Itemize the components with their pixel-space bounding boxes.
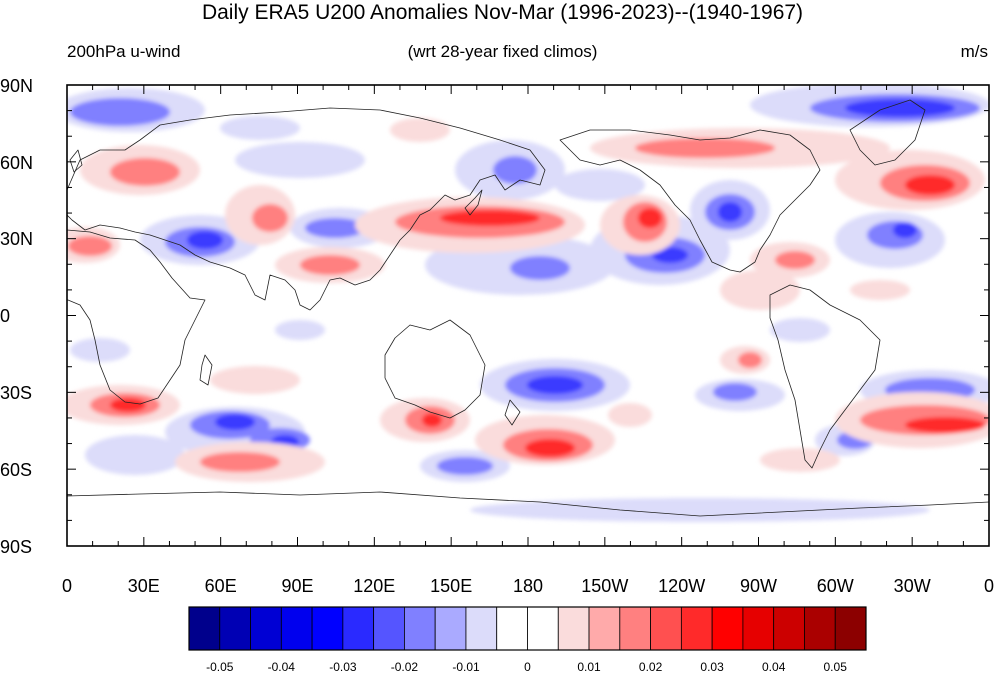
colorbar-label: -0.04: [267, 660, 295, 674]
x-tick-30w: 30W: [893, 576, 931, 596]
colorbar-box: [434, 606, 467, 651]
colorbar-box: [588, 606, 621, 651]
colorbar-box: [280, 606, 313, 651]
x-tick-120w: 120W: [658, 576, 706, 596]
y-tick-60s: 60S: [0, 460, 33, 480]
colorbar-frame: [188, 606, 867, 651]
colorbar: [188, 606, 867, 651]
colorbar-box: [250, 606, 282, 651]
colorbar-box: [311, 606, 344, 651]
units-label: m/s: [960, 42, 988, 61]
x-tick-0-end: 0: [983, 576, 995, 596]
colorbar-box: [465, 606, 498, 651]
colorbar-box: [496, 606, 528, 651]
x-tick-180: 180: [512, 576, 544, 596]
colorbar-box: [188, 606, 221, 651]
x-tick-120e: 120E: [353, 576, 396, 596]
x-tick-60e: 60E: [204, 576, 237, 596]
colorbar-box: [680, 606, 713, 651]
y-tick-60n: 60N: [0, 153, 34, 173]
x-tick-30e: 30E: [127, 576, 160, 596]
colorbar-box: [373, 606, 405, 651]
coastlines: [67, 99, 989, 517]
y-tick-90n: 90N: [0, 76, 34, 96]
y-tick-30n: 30N: [0, 229, 34, 249]
colorbar-label: -0.03: [329, 660, 357, 674]
positive-anomaly-mid: [68, 138, 989, 472]
colorbar-box: [834, 606, 867, 651]
x-tick-150e: 150E: [430, 576, 473, 596]
colorbar-box: [773, 606, 805, 651]
map-title: Daily ERA5 U200 Anomalies Nov-Mar (1996-…: [201, 1, 804, 24]
colorbar-label: 0.01: [577, 660, 601, 674]
y-tick-0: 0: [0, 306, 11, 326]
colorbar-label: -0.01: [452, 660, 480, 674]
colorbar-label: 0.04: [762, 660, 786, 674]
y-tick-90s: 90S: [0, 537, 33, 557]
positive-anomaly-strong: [110, 175, 985, 457]
climatology-note: (wrt 28-year fixed climos): [407, 42, 598, 61]
colorbar-box: [711, 606, 744, 651]
colorbar-box: [527, 606, 559, 651]
colorbar-label: -0.05: [206, 660, 234, 674]
x-tick-60w: 60W: [816, 576, 854, 596]
colorbar-label: 0.03: [700, 660, 724, 674]
colorbar-box: [404, 606, 436, 651]
colorbar-label: -0.02: [390, 660, 419, 674]
colorbar-box: [804, 606, 836, 651]
anomaly-field: [67, 85, 989, 546]
x-tick-0: 0: [61, 576, 73, 596]
colorbar-box: [557, 606, 590, 651]
variable-label: 200hPa u-wind: [67, 42, 181, 61]
colorbar-label: 0: [524, 660, 531, 674]
colorbar-box: [342, 606, 375, 651]
x-tick-150w: 150W: [581, 576, 629, 596]
colorbar-box: [742, 606, 775, 651]
colorbar-box: [219, 606, 251, 651]
negative-anomaly-strong: [187, 99, 955, 449]
colorbar-box: [650, 606, 682, 651]
y-tick-30s: 30S: [0, 383, 33, 403]
axis-ticks: [66, 84, 990, 547]
colorbar-label: 0.02: [638, 660, 663, 674]
colorbar-label: 0.05: [823, 660, 847, 674]
x-tick-90w: 90W: [739, 576, 778, 596]
x-tick-90e: 90E: [281, 576, 314, 596]
colorbar-box: [619, 606, 651, 651]
